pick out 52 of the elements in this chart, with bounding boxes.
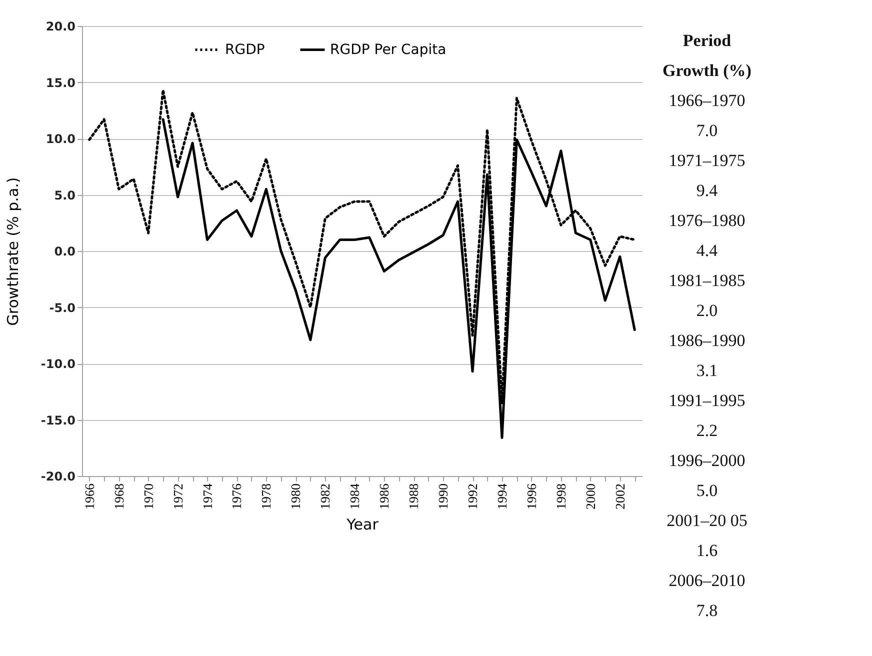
- y-tick-label: 10.0: [46, 132, 76, 146]
- text: 9.4: [696, 181, 718, 200]
- x-tick-label: 1996: [524, 483, 539, 510]
- text: 1996–2000: [668, 451, 746, 470]
- x-tick-label: 1970: [140, 484, 156, 510]
- x-tick-label: 1986: [376, 483, 392, 510]
- text: 7.0: [696, 121, 718, 140]
- text: 1971–1975: [668, 151, 746, 170]
- x-tick-label: 1978: [258, 484, 274, 510]
- x-tick-label: 1984: [347, 483, 362, 510]
- y-tick-label: 15.0: [46, 76, 76, 90]
- text: 2006–2010: [668, 571, 746, 590]
- text: 5.0: [696, 481, 718, 500]
- text: 1986–1990: [668, 331, 746, 350]
- legend-label: RGDP Per Capita: [330, 42, 446, 58]
- x-tick-label: 1968: [111, 484, 126, 510]
- x-tick-label: 1992: [465, 484, 480, 510]
- x-tick-label: 1998: [553, 484, 568, 510]
- text: 1966–1970: [668, 91, 746, 110]
- text: Period: [682, 31, 732, 50]
- text: 1991–1995: [668, 391, 746, 410]
- x-tick-label: 2002: [612, 484, 628, 510]
- text: 1976–1980: [668, 211, 746, 230]
- text: 2.2: [696, 421, 718, 440]
- x-tick-label: 1988: [406, 484, 422, 510]
- x-tick-label: 1994: [494, 483, 510, 510]
- y-tick-label: -10.0: [40, 357, 76, 371]
- y-tick-label: 0.0: [54, 244, 76, 258]
- y-tick-label: -15.0: [40, 413, 76, 428]
- text: 2.0: [696, 301, 718, 320]
- y-axis-title: Growthrate (% p.a.): [4, 177, 22, 326]
- text: 4.4: [696, 241, 718, 260]
- text: 7.8: [696, 601, 718, 620]
- y-tick-label: 20.0: [46, 20, 76, 34]
- legend-label: RGDP: [225, 42, 265, 58]
- text: 2001–20 05: [666, 511, 748, 530]
- x-tick-label: 1976: [229, 483, 244, 510]
- x-tick-label: 1990: [436, 484, 451, 510]
- x-tick-label: 1972: [170, 484, 186, 510]
- y-tick-label: -20.0: [40, 470, 76, 484]
- y-tick-label: 5.0: [54, 188, 76, 202]
- x-tick-label: 1980: [288, 484, 304, 510]
- text: Growth (%): [662, 61, 752, 80]
- text: 1.6: [696, 541, 718, 560]
- text: 1981–1985: [668, 271, 746, 290]
- y-tick-label: -5.0: [49, 300, 76, 315]
- text: 3.1: [696, 361, 718, 380]
- x-tick-label: 1982: [318, 484, 333, 510]
- x-tick-label: 2000: [582, 484, 598, 510]
- x-tick-label: 1974: [200, 483, 215, 510]
- x-axis-title: Year: [346, 516, 380, 534]
- x-tick-label: 1966: [82, 483, 97, 510]
